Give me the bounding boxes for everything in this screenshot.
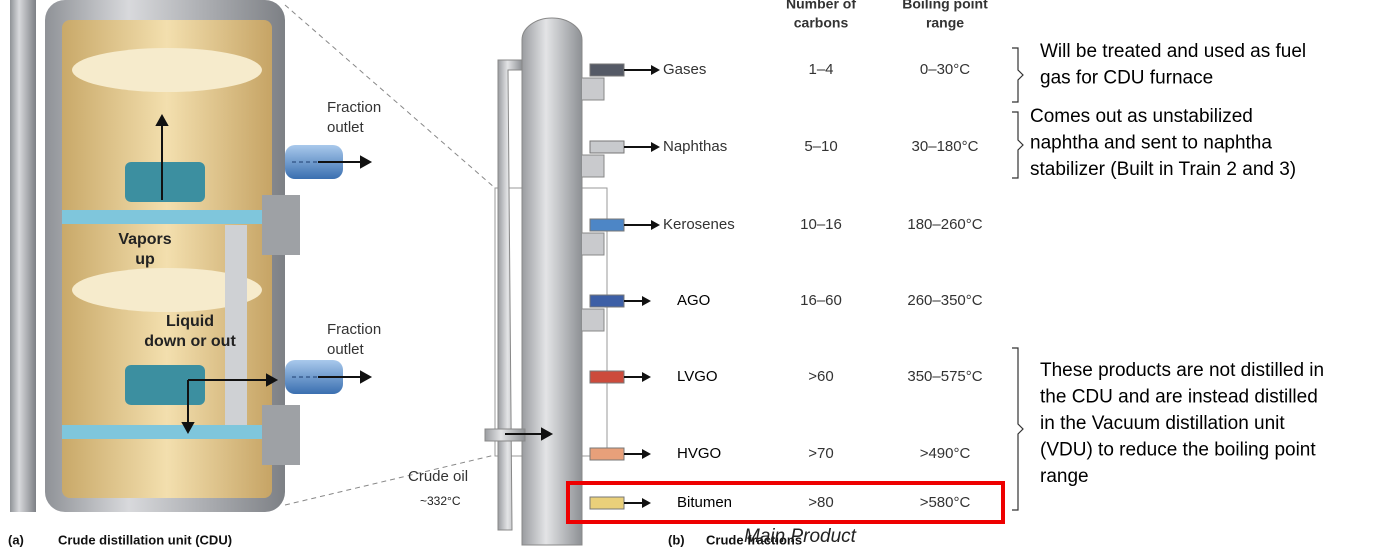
arrowhead <box>642 449 651 459</box>
crude-temp: ~332°C <box>420 494 461 508</box>
note-line: the CDU and are instead distilled <box>1040 387 1318 408</box>
boiling-range: >490°C <box>920 445 971 462</box>
carbons: >80 <box>808 494 833 511</box>
note-line: (VDU) to reduce the boiling point <box>1040 440 1316 461</box>
arrowhead <box>651 142 660 152</box>
arrowhead <box>651 220 660 230</box>
tower <box>484 17 583 546</box>
carbons: 1–4 <box>808 61 833 78</box>
crude-oil-label: Crude oil <box>408 468 468 485</box>
tray <box>582 308 605 332</box>
carbons: >60 <box>808 368 833 385</box>
fraction-name: AGO <box>677 292 710 309</box>
outlet <box>589 370 625 384</box>
note-line: These products are not distilled in <box>1040 360 1324 381</box>
note-line: Will be treated and used as fuel <box>1040 41 1306 62</box>
caption: Crude distillation unit (CDU) <box>58 532 232 547</box>
outlet <box>589 496 625 510</box>
arrowhead <box>642 296 651 306</box>
carbons: 10–16 <box>800 216 842 233</box>
panel-label: (b) <box>668 532 685 547</box>
label: Liquid <box>166 313 214 330</box>
label: Vapors <box>118 231 171 248</box>
note-line: range <box>1040 466 1089 487</box>
tray <box>582 154 605 178</box>
fraction-name: Bitumen <box>677 494 732 511</box>
note-line: gas for CDU furnace <box>1040 68 1213 89</box>
outlet <box>589 63 625 77</box>
fraction-name: Gases <box>663 61 706 78</box>
arrowhead <box>651 65 660 75</box>
carbons: >70 <box>808 445 833 462</box>
carbons: 5–10 <box>804 138 837 155</box>
label: up <box>135 251 155 268</box>
boiling-range: 30–180°C <box>912 138 979 155</box>
panel-label: (a) <box>8 532 24 547</box>
fraction-name: Kerosenes <box>663 216 735 233</box>
arrowhead <box>642 498 651 508</box>
highlight-box <box>566 481 1005 524</box>
tray <box>582 77 605 101</box>
zoom-lines <box>284 4 496 506</box>
boiling-range: 350–575°C <box>907 368 982 385</box>
label: Fraction <box>327 321 381 338</box>
note-line: in the Vacuum distillation unit <box>1040 413 1285 434</box>
boiling-range: 260–350°C <box>907 292 982 309</box>
fraction-name: LVGO <box>677 368 718 385</box>
label: outlet <box>327 341 365 358</box>
cdu-cutaway <box>10 0 373 512</box>
note-line: naphtha and sent to naphtha <box>1030 133 1272 154</box>
header: range <box>926 15 964 31</box>
caption: Crude fractions <box>706 532 802 547</box>
outlet <box>589 447 625 461</box>
outlet <box>589 218 625 232</box>
outlet <box>589 140 625 154</box>
header: Number of <box>786 0 856 12</box>
fraction-name: Naphthas <box>663 138 727 155</box>
label: down or out <box>144 333 236 350</box>
fraction-name: HVGO <box>677 445 721 462</box>
carbons: 16–60 <box>800 292 842 309</box>
main-product: Main Product <box>744 526 857 547</box>
note-line: Comes out as unstabilized <box>1030 106 1253 127</box>
outlet <box>589 294 625 308</box>
tray <box>582 232 605 256</box>
boiling-range: 180–260°C <box>907 216 982 233</box>
label: outlet <box>327 119 365 136</box>
brackets <box>1012 47 1024 511</box>
arrowhead <box>642 372 651 382</box>
header: carbons <box>794 15 849 31</box>
header: Boiling point <box>902 0 988 12</box>
boiling-range: >580°C <box>920 494 971 511</box>
note-line: stabilizer (Built in Train 2 and 3) <box>1030 159 1296 180</box>
boiling-range: 0–30°C <box>920 61 970 78</box>
label: Fraction <box>327 99 381 116</box>
